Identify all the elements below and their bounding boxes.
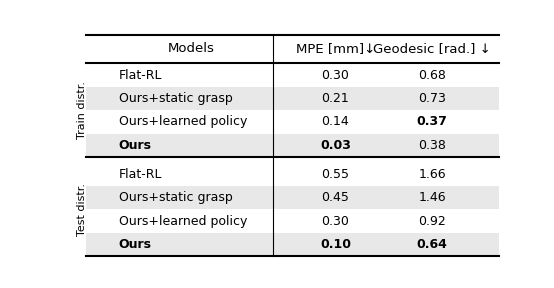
Bar — [86, 186, 499, 209]
Text: Ours+learned policy: Ours+learned policy — [119, 115, 247, 128]
Text: 0.38: 0.38 — [418, 139, 446, 152]
Bar — [86, 233, 499, 256]
Text: 0.30: 0.30 — [321, 215, 350, 228]
Text: 0.14: 0.14 — [321, 115, 350, 128]
Text: 0.92: 0.92 — [418, 215, 446, 228]
Text: 0.64: 0.64 — [417, 238, 448, 251]
Text: Ours+static grasp: Ours+static grasp — [119, 191, 232, 204]
Text: 1.46: 1.46 — [418, 191, 446, 204]
Text: 0.45: 0.45 — [321, 191, 350, 204]
Text: 0.73: 0.73 — [418, 92, 446, 105]
Text: Flat-RL: Flat-RL — [119, 69, 162, 82]
Text: Ours+learned policy: Ours+learned policy — [119, 215, 247, 228]
Text: 0.10: 0.10 — [320, 238, 351, 251]
Bar — [86, 87, 499, 110]
Text: 1.66: 1.66 — [418, 168, 446, 181]
Text: Models: Models — [168, 42, 215, 56]
Text: 0.68: 0.68 — [418, 69, 446, 82]
Text: Flat-RL: Flat-RL — [119, 168, 162, 181]
Text: Ours+static grasp: Ours+static grasp — [119, 92, 232, 105]
Text: MPE [mm]↓: MPE [mm]↓ — [296, 42, 375, 56]
Text: 0.03: 0.03 — [320, 139, 351, 152]
Text: 0.55: 0.55 — [321, 168, 350, 181]
Text: Train distr.: Train distr. — [77, 81, 87, 139]
Text: 0.37: 0.37 — [417, 115, 448, 128]
Text: 0.21: 0.21 — [321, 92, 350, 105]
Text: Test distr.: Test distr. — [77, 183, 87, 236]
Bar — [86, 134, 499, 157]
Text: Ours: Ours — [119, 139, 152, 152]
Text: 0.30: 0.30 — [321, 69, 350, 82]
Text: Geodesic [rad.] ↓: Geodesic [rad.] ↓ — [373, 42, 491, 56]
Text: Ours: Ours — [119, 238, 152, 251]
